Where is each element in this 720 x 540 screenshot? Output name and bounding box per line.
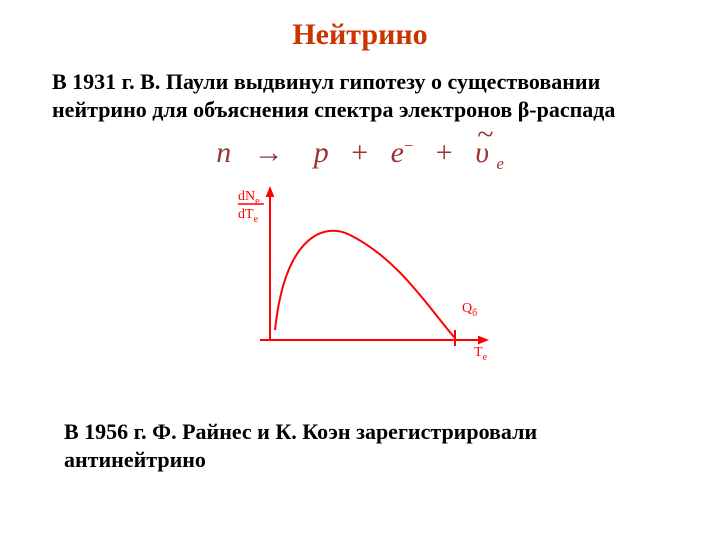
q-label: Qб (462, 301, 477, 319)
eq-plus1: + (351, 136, 368, 169)
y-axis-arrow (266, 186, 275, 197)
y-label-bot: dTe (238, 207, 259, 225)
para2-line1: В 1956 г. Ф. Райнес и К. Коэн зарегистри… (64, 419, 537, 444)
x-axis-arrow (478, 336, 489, 345)
x-label: Te (474, 345, 488, 363)
chart-svg: dNe dTe Te Qб (230, 180, 500, 360)
eq-nu-tilde: ~ (477, 118, 493, 152)
eq-arrow: → (254, 136, 284, 169)
spectrum-curve (275, 231, 455, 338)
paragraph-1: В 1931 г. В. Паули выдвинул гипотезу о с… (52, 68, 672, 123)
beta-spectrum-chart: dNe dTe Te Qб (230, 180, 500, 360)
para1-line1: В 1931 г. В. Паули выдвинул гипотезу о с… (52, 69, 600, 94)
eq-n: n (216, 136, 231, 169)
para1-line2: нейтрино для объяснения спектра электрон… (52, 97, 615, 122)
eq-plus2: + (436, 136, 453, 169)
eq-p: p (314, 136, 329, 169)
eq-nu-wrap: ~ υ (475, 136, 496, 169)
slide-title: Нейтрино (0, 18, 720, 52)
para2-line2: антинейтрино (64, 447, 206, 472)
paragraph-2: В 1956 г. Ф. Райнес и К. Коэн зарегистри… (64, 418, 664, 473)
equation-inner: n → p + e− + ~ υ e (216, 136, 504, 174)
decay-equation: n → p + e− + ~ υ e (0, 136, 720, 174)
eq-e-sup: − (404, 136, 413, 155)
eq-e: e (391, 136, 404, 169)
eq-nu-sub: e (496, 154, 503, 173)
